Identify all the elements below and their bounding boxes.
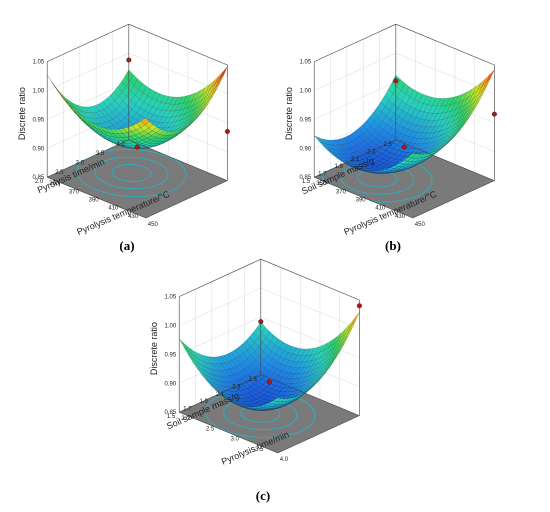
- design-point: [266, 379, 272, 385]
- response-surface: [179, 311, 360, 411]
- surface-chart-1: 0.85 0.90 0.95 1.00 1.05 2.0 2.5 3.0 3.5 4.0 350 37…: [17, 23, 230, 253]
- design-point: [401, 144, 407, 150]
- box-edge: [314, 23, 396, 62]
- z-tick-label: 1.05: [300, 60, 312, 66]
- box-edge: [179, 411, 278, 454]
- y-tick-label: 3.0: [231, 437, 240, 443]
- y-tick-label: 390: [89, 198, 100, 204]
- box-edge: [395, 23, 495, 66]
- x-tick-label: 2.5: [55, 170, 64, 176]
- box-edge: [314, 176, 413, 219]
- box-edge: [145, 180, 228, 219]
- x-tick-label: 2.1: [216, 392, 225, 398]
- box-edge: [47, 139, 129, 178]
- response-surface: [314, 69, 495, 174]
- y-tick-label: 430: [395, 214, 406, 220]
- surface-chart-2: 0.85 0.90 0.95 1.00 1.05 1.5 1.7 1.9 2.1 2.3 2.5 35…: [284, 23, 497, 253]
- y-tick-label: 410: [375, 206, 386, 212]
- box-edge: [277, 415, 360, 454]
- panel-label: (b): [385, 238, 401, 253]
- x-tick-label: 1.7: [183, 407, 192, 413]
- x-tick-label: 1.7: [318, 172, 327, 178]
- z-tick-label: 1.00: [165, 324, 177, 330]
- surface-cell: [141, 117, 150, 125]
- y-tick-label: 350: [316, 181, 327, 187]
- surface-chart-3: 0.85 0.90 0.95 1.00 1.05 1.5 1.7 1.9 2.1 2.3 2.5 2.…: [149, 258, 362, 503]
- box-edge: [179, 374, 261, 413]
- x-tick-label: 1.9: [199, 399, 208, 405]
- surface-cell: [272, 397, 282, 402]
- response-surface: [47, 66, 228, 149]
- y-tick-label: 350: [49, 181, 60, 187]
- z-tick-label: 0.90: [33, 146, 45, 152]
- box-edge: [412, 180, 495, 219]
- x-tick-label: 3.5: [96, 151, 105, 157]
- x-tick-label: 2.1: [351, 157, 360, 163]
- z-tick-label: 0.95: [33, 117, 45, 123]
- z-tick-label: 0.90: [165, 381, 177, 387]
- surface-cell: [408, 153, 417, 158]
- y-tick-label: 430: [128, 214, 139, 220]
- x-tick-label: 4.0: [116, 142, 125, 148]
- design-point: [134, 144, 140, 150]
- z-axis-title: Discrete ratio: [149, 322, 159, 375]
- panel-label: (a): [119, 238, 134, 253]
- box-edge: [395, 139, 495, 181]
- y-tick-label: 4.0: [280, 457, 289, 463]
- floor-contour: [111, 164, 152, 182]
- box-edge: [179, 258, 261, 297]
- y-tick-label: 3.5: [255, 447, 264, 453]
- z-tick-label: 0.85: [300, 175, 312, 181]
- floor-contour: [76, 148, 187, 198]
- x-tick-label: 1.5: [167, 414, 176, 420]
- y-tick-label: 410: [108, 206, 119, 212]
- x-tick-label: 1.9: [334, 164, 343, 170]
- x-tick-label: 2.3: [232, 384, 241, 390]
- contour-floor: [47, 139, 228, 218]
- z-tick-label: 0.90: [300, 146, 312, 152]
- z-tick-label: 1.00: [33, 89, 45, 95]
- box-edge: [128, 139, 228, 181]
- panel-label: (c): [256, 488, 270, 503]
- z-tick-label: 0.95: [165, 352, 177, 358]
- y-tick-label: 2.5: [206, 426, 215, 432]
- x-tick-label: 2.5: [248, 377, 257, 383]
- box-edge: [47, 176, 146, 219]
- z-tick-label: 0.85: [33, 175, 45, 181]
- z-axis-title: Discrete ratio: [284, 87, 294, 140]
- z-tick-label: 1.05: [33, 60, 45, 66]
- box-edge: [47, 23, 129, 62]
- z-tick-label: 0.85: [165, 410, 177, 416]
- x-tick-label: 2.3: [367, 149, 376, 155]
- x-tick-label: 2.5: [383, 142, 392, 148]
- y-tick-label: 450: [415, 222, 426, 228]
- z-axis-title: Discrete ratio: [17, 87, 27, 140]
- x-tick-label: 3.0: [76, 161, 85, 167]
- y-tick-label: 370: [336, 189, 347, 195]
- box-edge: [260, 258, 360, 301]
- y-tick-label: 370: [69, 189, 80, 195]
- z-tick-label: 0.95: [300, 117, 312, 123]
- box-edge: [314, 139, 396, 178]
- z-tick-label: 1.05: [165, 295, 177, 301]
- z-tick-label: 1.00: [300, 89, 312, 95]
- floor-contour: [94, 156, 169, 190]
- x-tick-label: 1.5: [302, 179, 311, 185]
- y-tick-label: 2.0: [181, 416, 190, 422]
- box-edge: [260, 374, 360, 416]
- y-tick-label: 390: [356, 198, 367, 204]
- box-edge: [128, 23, 228, 66]
- y-tick-label: 450: [148, 222, 159, 228]
- x-tick-label: 2.0: [35, 179, 44, 185]
